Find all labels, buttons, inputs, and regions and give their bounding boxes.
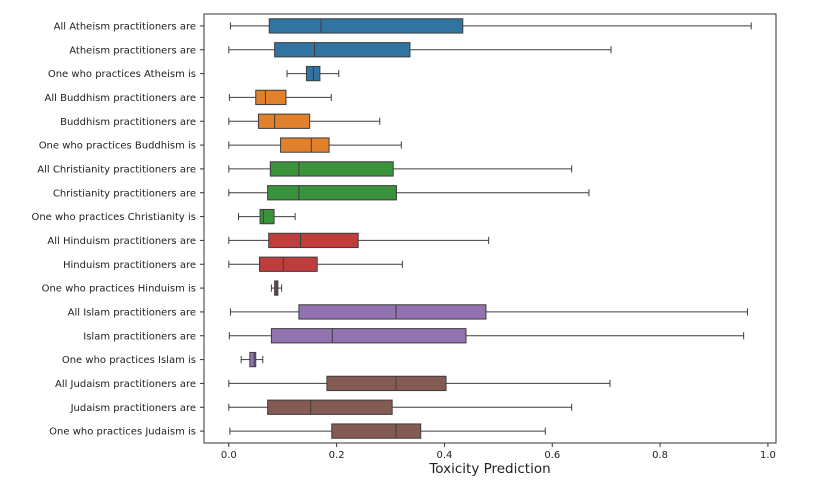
y-tick-label: All Hinduism practitioners are — [47, 236, 196, 247]
x-tick-label: 0.4 — [436, 450, 452, 461]
y-tick-label: One who practices Buddhism is — [39, 141, 196, 152]
x-tick-label: 0.2 — [329, 450, 345, 461]
x-axis-label: Toxicity Prediction — [428, 461, 550, 477]
y-tick-label: One who practices Hinduism is — [42, 284, 196, 295]
box — [259, 256, 318, 272]
plot-area — [203, 13, 777, 444]
y-tick-label: Hinduism practitioners are — [63, 260, 196, 271]
box — [257, 113, 311, 129]
box — [298, 304, 487, 320]
y-tick-label: Atheism practitioners are — [69, 45, 196, 56]
y-tick-label: All Christianity practitioners are — [37, 164, 196, 175]
y-tick-label: One who practices Islam is — [62, 355, 196, 366]
box — [268, 232, 359, 249]
y-tick-label: Islam practitioners are — [83, 331, 196, 342]
box — [331, 423, 422, 439]
y-tick-label: All Buddhism practitioners are — [45, 93, 196, 104]
y-tick-label: One who practices Judaism is — [49, 427, 196, 438]
x-tick-label: 1.0 — [760, 450, 776, 461]
box — [267, 185, 397, 201]
y-tick-label: One who practices Atheism is — [48, 69, 196, 80]
x-tick-label: 0.6 — [544, 450, 560, 461]
x-tick-label: 0.8 — [652, 450, 668, 461]
y-tick-label: All Atheism practitioners are — [54, 21, 196, 32]
box — [280, 137, 330, 153]
box — [268, 18, 464, 34]
box — [249, 351, 257, 368]
box — [267, 399, 393, 415]
box — [255, 89, 287, 106]
box — [269, 161, 394, 177]
y-tick-label: Christianity practitioners are — [53, 188, 196, 199]
y-tick-label: All Judaism practitioners are — [55, 379, 196, 390]
y-tick-label: Buddhism practitioners are — [60, 117, 196, 128]
y-tick-label: One who practices Christianity is — [31, 212, 196, 223]
y-tick-label: All Islam practitioners are — [68, 307, 196, 318]
box — [326, 375, 447, 392]
y-tick-label: Judaism practitioners are — [70, 403, 196, 414]
box — [259, 208, 275, 225]
box — [274, 42, 411, 58]
box — [270, 328, 467, 344]
x-tick-label: 0.0 — [221, 450, 237, 461]
